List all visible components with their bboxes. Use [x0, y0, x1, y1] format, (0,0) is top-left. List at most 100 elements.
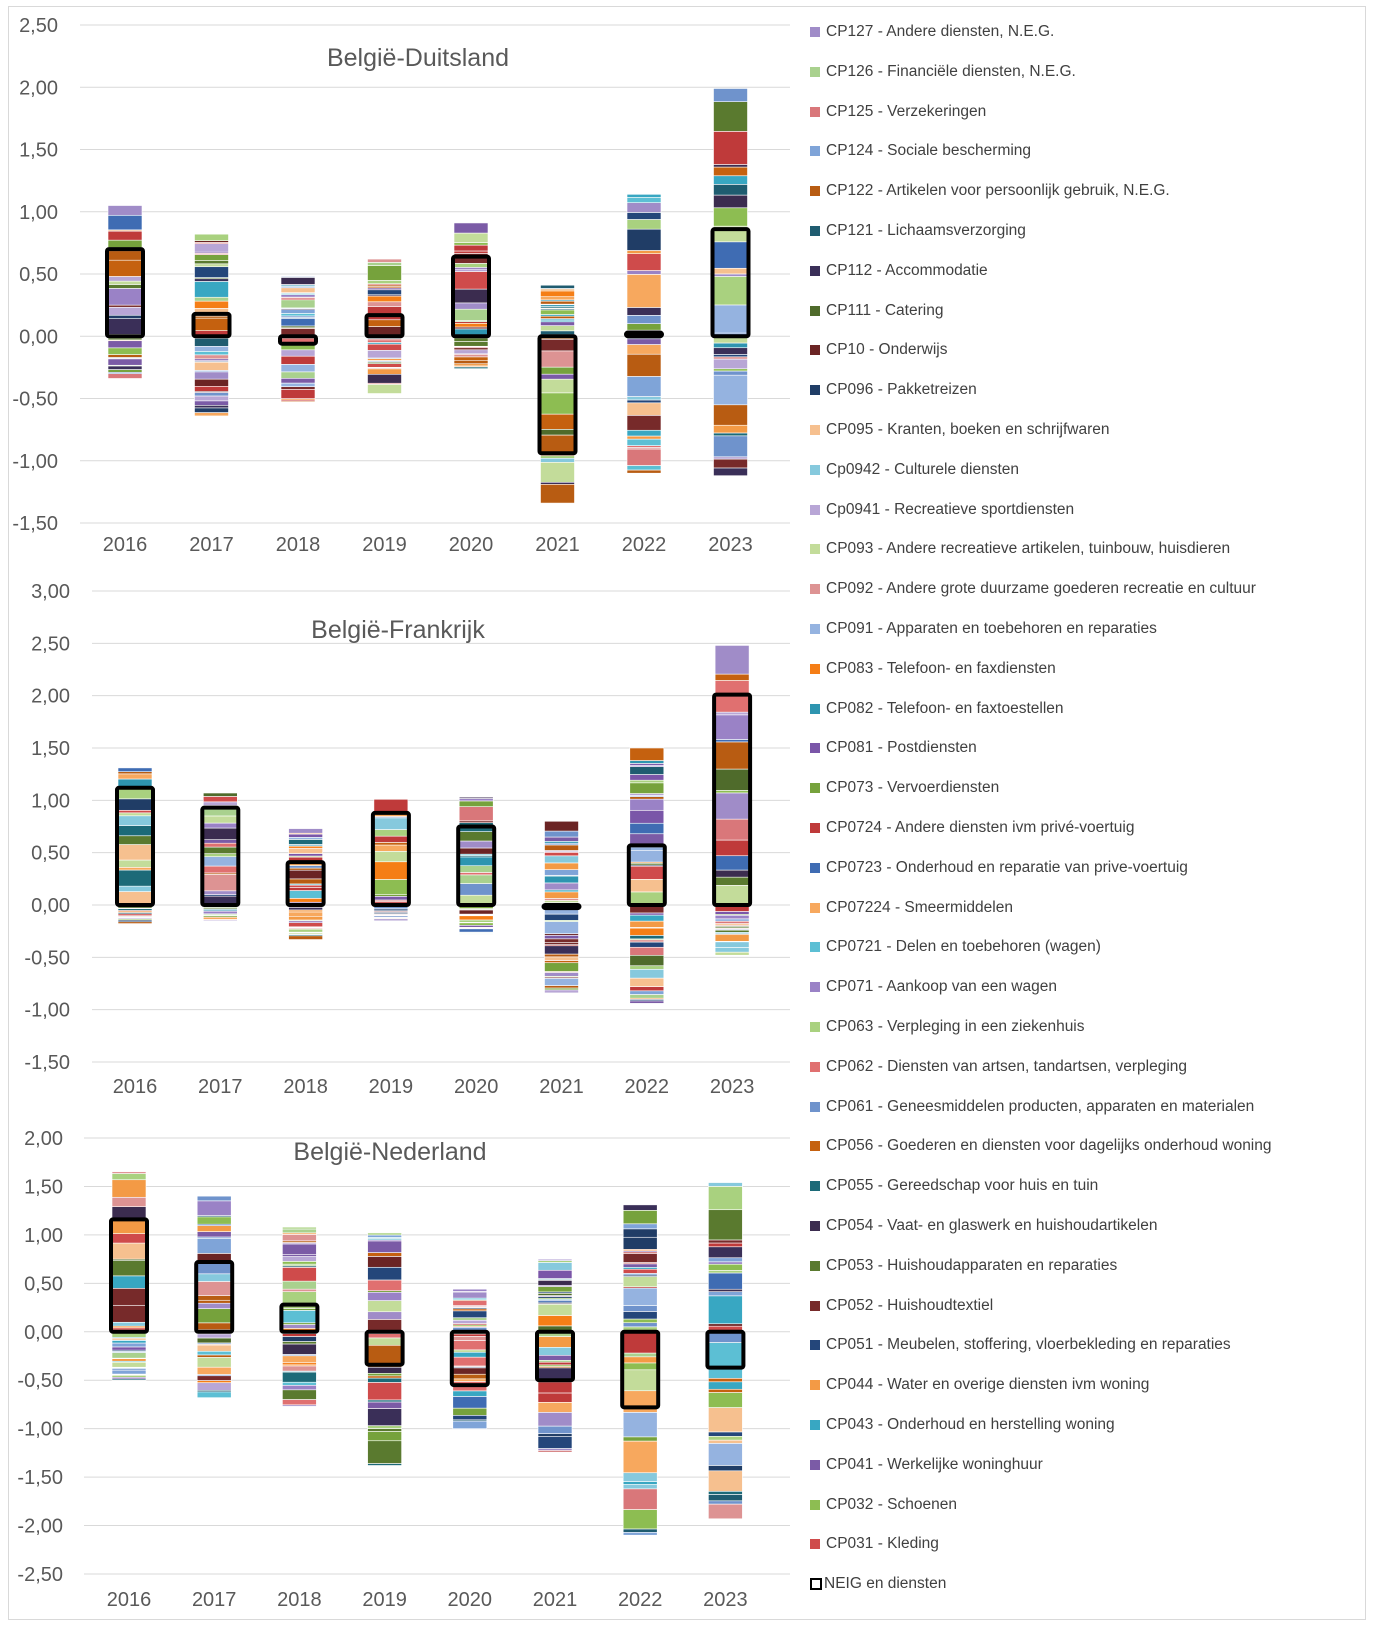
bar-segment — [196, 1375, 232, 1381]
bar-segment — [452, 1367, 488, 1375]
bar-segment — [708, 1494, 743, 1502]
bar-segment — [203, 910, 238, 915]
y-tick-label: 0,00 — [19, 326, 58, 348]
bar-segment — [458, 865, 494, 873]
bar-segment — [107, 284, 143, 289]
bar-segment — [622, 1318, 658, 1324]
legend-swatch — [810, 1022, 820, 1032]
bar-segment — [367, 319, 402, 327]
bar-segment — [714, 768, 750, 791]
bar-segment — [453, 360, 489, 365]
bar-segment — [117, 835, 153, 845]
bar-segment — [544, 938, 579, 943]
bar-segment — [453, 356, 489, 361]
neig-en-diensten-bar — [624, 330, 664, 339]
bar-segment — [708, 1272, 743, 1290]
bar-segment — [708, 1239, 743, 1244]
bar-segment — [453, 366, 489, 369]
bar-segment — [288, 845, 323, 849]
bar-segment — [713, 456, 748, 460]
legend-item: CP052 - Huishoudtextiel — [810, 1294, 993, 1318]
y-tick-label: 0,50 — [24, 1273, 63, 1295]
bar-segment — [288, 867, 323, 871]
bar-segment — [203, 842, 238, 848]
bar-segment — [714, 645, 750, 675]
y-tick-label: 0,00 — [24, 1322, 63, 1344]
neig-en-diensten-bar — [364, 1329, 405, 1367]
bar-segment — [367, 350, 402, 359]
bar-segment — [626, 338, 662, 345]
bar-segment — [288, 898, 323, 903]
bar-segment — [282, 1381, 317, 1386]
stacked-bar-charts: -1,50 -1,00 -0,50 0,00 0,50 1,00 1,50 2,00 2,50 B… — [12, 15, 790, 1611]
bar-segment — [452, 1420, 488, 1429]
bar-segment — [626, 212, 662, 220]
bar-segment — [714, 741, 750, 770]
bar-segment — [452, 1373, 488, 1380]
bar-segment — [544, 891, 579, 899]
bar-segment — [540, 350, 575, 368]
bar-segment — [203, 856, 238, 867]
bar-segment — [622, 1440, 658, 1474]
bar-segment — [453, 349, 489, 355]
bar-segment — [714, 885, 750, 906]
bar-segment — [708, 1500, 743, 1505]
bar-segment — [544, 875, 579, 884]
bar-segment — [540, 339, 575, 352]
bar-segment — [626, 376, 662, 397]
bar-segment — [111, 1242, 147, 1260]
bar-segment — [288, 928, 323, 933]
legend-item: CP071 - Aankoop van een wagen — [810, 975, 1057, 999]
bar-segment — [622, 1412, 658, 1438]
bar-segment — [629, 766, 665, 775]
neig-en-diensten-bar — [541, 903, 582, 911]
bar-segment — [453, 341, 489, 347]
neig-en-diensten-bar — [705, 1329, 746, 1370]
bar-segment — [107, 358, 143, 366]
bar-segment — [196, 1344, 232, 1352]
bar-segment — [713, 241, 748, 269]
bar-segment — [194, 412, 229, 417]
x-tick-label: 2019 — [369, 1076, 414, 1098]
bar-segment — [622, 1362, 658, 1371]
bar-segment — [203, 890, 238, 895]
bar-segment — [280, 378, 316, 384]
bar-segment — [452, 1415, 488, 1421]
legend-label: CP127 - Andere diensten, N.E.G. — [826, 23, 1055, 40]
bar-segment — [194, 386, 229, 392]
legend-item: CP061 - Geneesmiddelen producten, appara… — [810, 1095, 1254, 1119]
bar-segment — [622, 1305, 658, 1312]
bar-segment — [629, 914, 665, 922]
bar-segment — [367, 1256, 402, 1268]
bar-segment — [626, 429, 662, 437]
bar-segment — [708, 1209, 743, 1241]
bar-segment — [194, 371, 229, 380]
bar-segment — [194, 338, 229, 347]
x-tick-label: 2022 — [618, 1589, 663, 1611]
legend-label: CP095 - Kranten, boeken en schrijfwaren — [826, 421, 1110, 438]
bar-segment — [194, 400, 229, 406]
y-tick-label: 1,50 — [24, 1176, 63, 1198]
bar-segment — [713, 88, 748, 102]
bar-segment — [367, 368, 402, 375]
x-tick-label: 2017 — [189, 534, 234, 556]
bar-segment — [107, 306, 143, 316]
bar-segment — [708, 1295, 743, 1325]
bar-segment — [626, 274, 662, 308]
neig-en-diensten-bar — [451, 254, 491, 339]
bar-segment — [107, 276, 143, 282]
bar-segment — [196, 1263, 232, 1275]
bar-segment — [288, 878, 323, 885]
y-tick-label: 0,50 — [19, 264, 58, 286]
y-tick-label: -2,50 — [17, 1564, 63, 1586]
y-tick-label: -0,50 — [12, 389, 58, 411]
bar-segment — [544, 960, 579, 964]
bar-segment — [629, 994, 665, 999]
bar-segment — [280, 401, 316, 403]
y-tick-label: -0,50 — [24, 947, 70, 969]
bar-segment — [107, 314, 143, 319]
legend-item: CP051 - Meubelen, stoffering, vloerbekle… — [810, 1333, 1231, 1357]
legend-item: CP092 - Andere grote duurzame goederen r… — [810, 577, 1256, 601]
bar-segment — [194, 354, 229, 360]
bar-segment — [629, 927, 665, 936]
